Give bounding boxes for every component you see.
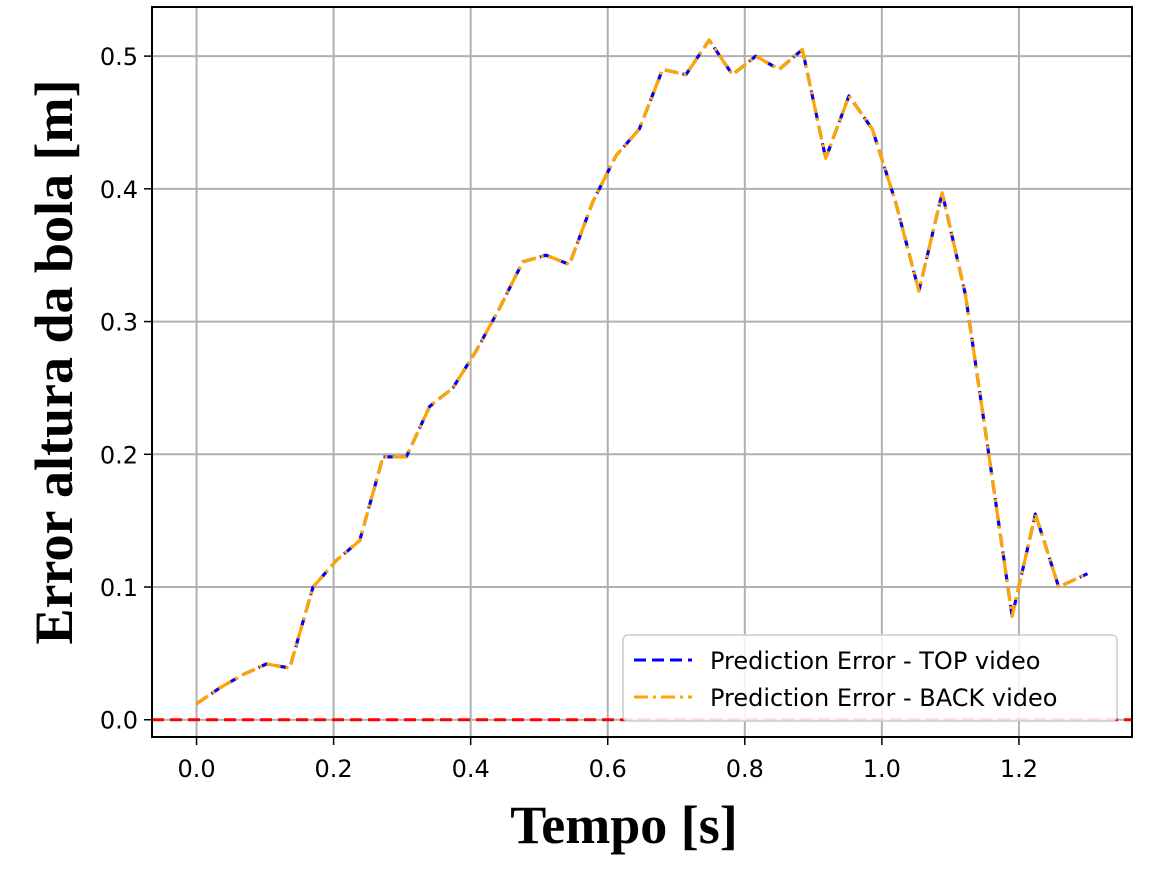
y-tick-label: 0.1 (100, 574, 138, 602)
x-tick-label: 0.8 (726, 755, 764, 783)
series-line-top-video (195, 38, 1089, 706)
legend: Prediction Error - TOP video Prediction … (622, 634, 1118, 722)
x-tick-label: 0.0 (177, 755, 215, 783)
x-tick-label: 0.4 (452, 755, 490, 783)
y-axis-title: Error altura da bola [m] (24, 80, 84, 645)
y-tick-label: 0.4 (100, 176, 138, 204)
y-tick-label: 0.2 (100, 441, 138, 469)
x-tick-label: 0.6 (589, 755, 627, 783)
plot-area-frame (151, 6, 1133, 738)
y-tick-label: 0.5 (100, 43, 138, 71)
series-lines (195, 38, 1089, 706)
legend-box (622, 634, 1118, 722)
x-tick-label: 1.2 (1000, 755, 1038, 783)
y-tick-label: 0.3 (100, 309, 138, 337)
y-axis-ticks: 0.0 0.1 0.2 0.3 0.4 0.5 (100, 43, 152, 735)
grid-lines (152, 7, 1132, 737)
x-tick-label: 1.0 (863, 755, 901, 783)
x-tick-label: 0.2 (315, 755, 353, 783)
series-line-back-video (195, 38, 1089, 706)
x-axis-title: Tempo [s] (510, 795, 738, 855)
y-tick-label: 0.0 (100, 707, 138, 735)
legend-label-back-video: Prediction Error - BACK video (710, 684, 1057, 712)
x-axis-ticks: 0.0 0.2 0.4 0.6 0.8 1.0 1.2 (177, 737, 1038, 783)
legend-label-top-video: Prediction Error - TOP video (710, 647, 1040, 675)
